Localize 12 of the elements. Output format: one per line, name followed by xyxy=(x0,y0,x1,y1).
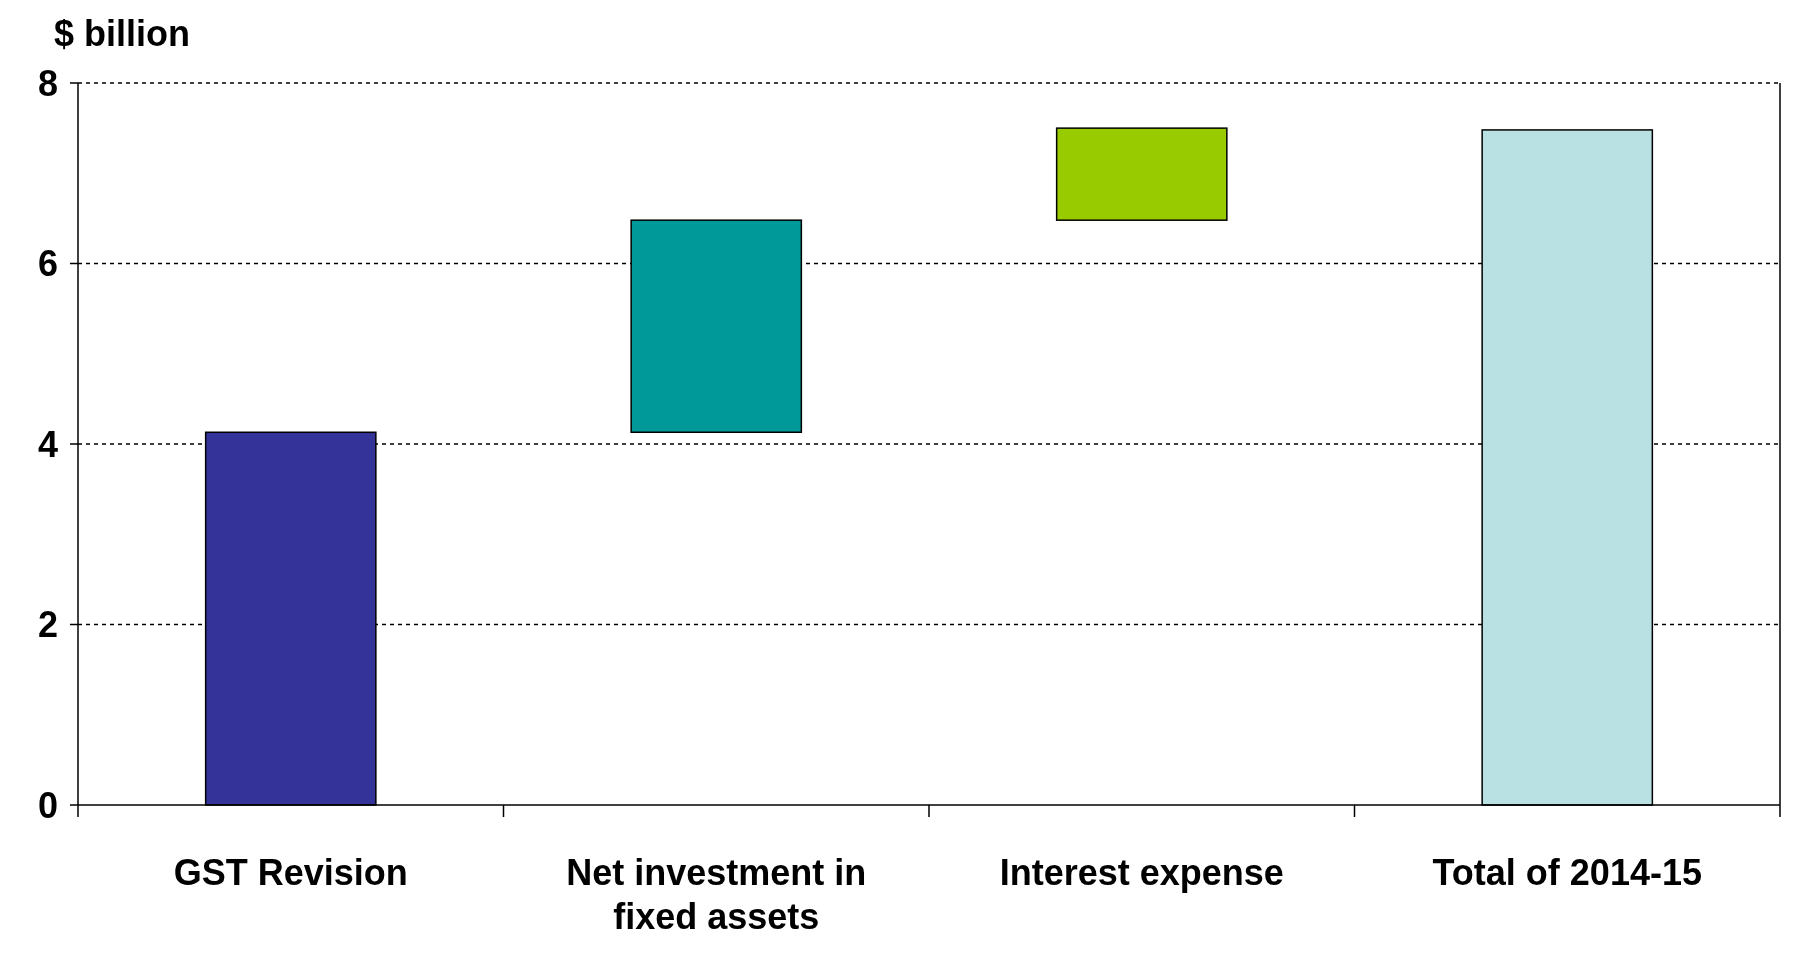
y-tick-label: 2 xyxy=(37,604,58,646)
x-tick-label: GST Revision xyxy=(173,852,408,893)
x-tick-label: Total of 2014-15 xyxy=(1432,852,1702,893)
bar xyxy=(1055,127,1228,221)
x-tick-label: Interest expense xyxy=(999,852,1284,893)
x-tick-label: Net investment in fixed assets xyxy=(566,852,867,937)
y-tick-label: 8 xyxy=(37,62,58,104)
y-tick-label: 6 xyxy=(37,243,58,285)
y-tick-label: 4 xyxy=(37,423,58,465)
y-axis-title: $ billion xyxy=(54,13,191,54)
bar xyxy=(630,219,803,434)
y-tick-label: 0 xyxy=(37,784,58,826)
